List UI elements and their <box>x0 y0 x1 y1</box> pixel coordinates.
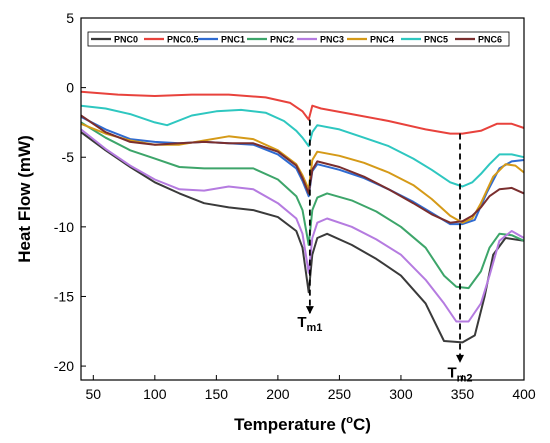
legend-label-PNC4: PNC4 <box>370 35 394 45</box>
x-tick-label: 100 <box>143 386 167 402</box>
series-line-PNC5 <box>80 104 525 188</box>
series-line-PNC0 <box>80 131 525 344</box>
legend-label-PNC5: PNC5 <box>424 35 448 45</box>
x-tick-label: 300 <box>389 386 413 402</box>
plot-frame <box>80 17 525 381</box>
legend-label-PNC1: PNC1 <box>221 35 245 45</box>
legend-label-PNC0.5: PNC0.5 <box>167 35 199 45</box>
guide-arrowhead-2 <box>456 354 465 363</box>
plot-area <box>80 90 525 363</box>
x-tick-label: 350 <box>451 386 475 402</box>
legend: PNC0 PNC0.5 PNC1 PNC2 PNC3 PNC4 PNC5 PNC6 <box>87 31 510 47</box>
y-tick-label: -20 <box>54 358 74 374</box>
series-line-PNC2 <box>80 121 525 290</box>
series-line-PNC3 <box>80 128 525 323</box>
annotation-m1: Tm1 <box>297 314 322 334</box>
y-tick-label: -5 <box>62 149 75 165</box>
y-tick-label: 0 <box>66 80 74 96</box>
x-tick-label: 150 <box>205 386 229 402</box>
annotations: Tm1 Tm2 <box>297 314 472 384</box>
series-line-PNC6 <box>80 114 525 224</box>
guide-arrowhead-1 <box>305 306 314 315</box>
y-tick-label: -15 <box>54 288 74 304</box>
x-tick-label: 200 <box>266 386 290 402</box>
x-tick-label: 50 <box>86 386 102 402</box>
x-tick-label: 400 <box>512 386 536 402</box>
x-tick-label: 250 <box>328 386 352 402</box>
legend-label-PNC6: PNC6 <box>478 35 502 45</box>
y-axis: 5 0 -5 -10 -15 -20 <box>54 10 86 374</box>
y-tick-label: -10 <box>54 219 74 235</box>
y-tick-label: 5 <box>66 10 74 26</box>
series-line-PNC0.5 <box>80 90 525 135</box>
x-axis: 50 100 150 200 250 300 350 400 <box>86 375 536 402</box>
legend-label-PNC3: PNC3 <box>320 35 344 45</box>
legend-label-PNC2: PNC2 <box>270 35 294 45</box>
y-axis-title: Heat Flow (mW) <box>15 135 34 263</box>
x-axis-title: Temperature (oC) <box>234 414 371 434</box>
annotation-m2: Tm2 <box>447 364 472 384</box>
legend-label-PNC0: PNC0 <box>114 35 138 45</box>
